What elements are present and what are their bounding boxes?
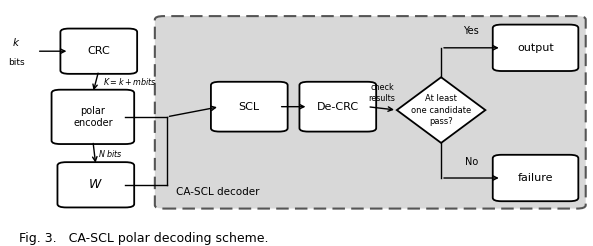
Text: check
results: check results (369, 83, 396, 103)
Text: CA-SCL decoder: CA-SCL decoder (176, 187, 259, 197)
FancyBboxPatch shape (211, 82, 288, 132)
FancyBboxPatch shape (60, 29, 137, 74)
Text: CRC: CRC (87, 46, 110, 56)
Text: At least
one candidate
pass?: At least one candidate pass? (411, 94, 471, 126)
FancyBboxPatch shape (155, 16, 586, 209)
FancyBboxPatch shape (52, 90, 134, 144)
Text: bits: bits (8, 58, 24, 67)
Text: No: No (465, 157, 478, 167)
FancyBboxPatch shape (493, 155, 578, 201)
Text: output: output (517, 43, 554, 53)
Text: polar
encoder: polar encoder (73, 106, 113, 128)
Text: $k$: $k$ (12, 36, 20, 48)
FancyBboxPatch shape (493, 25, 578, 71)
Text: De-CRC: De-CRC (317, 102, 359, 112)
FancyBboxPatch shape (58, 162, 134, 207)
Polygon shape (397, 77, 486, 143)
FancyBboxPatch shape (299, 82, 376, 132)
Text: Fig. 3.   CA-SCL polar decoding scheme.: Fig. 3. CA-SCL polar decoding scheme. (19, 232, 269, 245)
Text: Yes: Yes (464, 27, 479, 36)
Text: $N$ bits: $N$ bits (98, 148, 123, 159)
Text: $K = k+m$bits: $K = k+m$bits (104, 76, 157, 87)
Text: SCL: SCL (239, 102, 260, 112)
Text: $W$: $W$ (88, 178, 103, 191)
Text: failure: failure (518, 173, 553, 183)
